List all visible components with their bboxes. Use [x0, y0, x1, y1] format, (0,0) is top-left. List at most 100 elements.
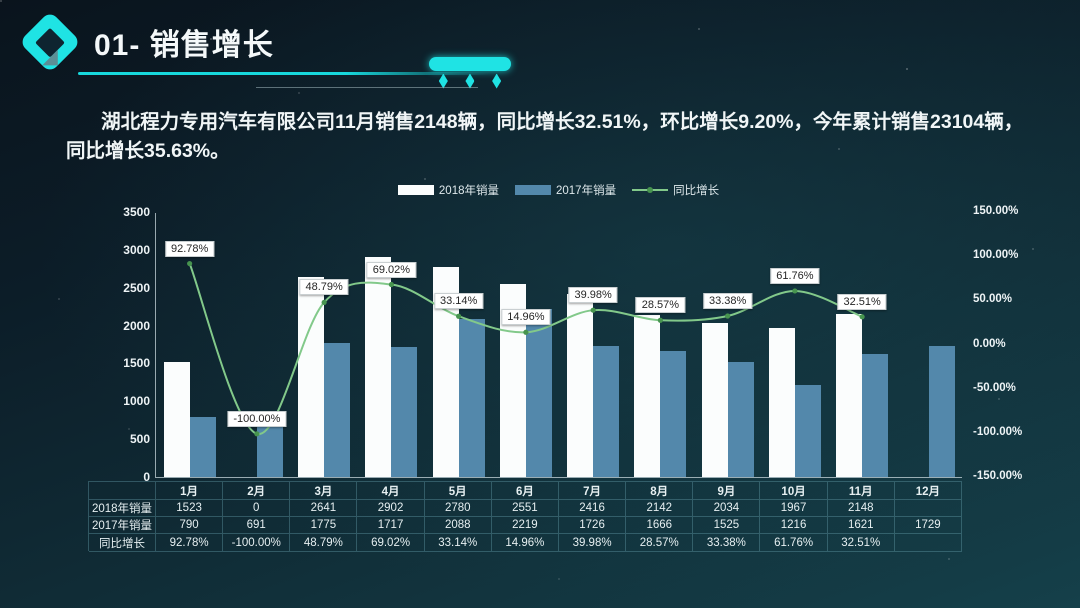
table-value-cell: 92.78%	[156, 534, 224, 552]
line-point-label: 33.38%	[702, 293, 753, 309]
bar-2017年销量-9月	[727, 361, 754, 477]
table-value-cell: 1967	[760, 500, 828, 517]
legend-label: 2017年销量	[556, 185, 617, 197]
table-value-cell: 2142	[626, 500, 694, 517]
bar-2018年销量-11月	[836, 314, 863, 477]
line-marker	[859, 314, 865, 320]
table-value-cell: 691	[223, 517, 291, 534]
secondary-y-axis-tick-label: -150.00%	[973, 470, 1023, 482]
diamond-icon	[438, 73, 448, 89]
table-row-label: 2017年销量	[89, 517, 156, 534]
table-value-cell: 69.02%	[357, 534, 425, 552]
bar-2017年销量-11月	[862, 354, 889, 477]
table-header-cell: 7月	[558, 482, 627, 500]
background-stars-decoration	[0, 0, 2, 2]
header-diamonds-decoration	[430, 73, 510, 89]
chart-legend: 2018年销量 2017年销量 同比增长	[155, 182, 962, 198]
table-header-cell: 9月	[693, 482, 761, 500]
line-marker	[254, 431, 260, 437]
table-value-cell: 1216	[760, 517, 828, 534]
table-header-cell: 3月	[290, 482, 358, 500]
bar-2017年销量-4月	[391, 347, 418, 477]
line-marker	[725, 313, 731, 319]
secondary-y-axis-tick-label: -50.00%	[973, 381, 1016, 394]
table-value-cell: 33.14%	[424, 534, 492, 552]
table-value-cell: 2088	[424, 517, 492, 534]
table-value-cell: 1726	[558, 517, 627, 534]
table-value-cell: 1666	[626, 517, 694, 534]
plot-area: 92.78% -100.00% 48.79% 69.02% 33.14% 14.96% 39…	[155, 213, 962, 478]
table-value-cell	[894, 534, 962, 552]
line-marker	[792, 288, 798, 294]
table-value-cell: 14.96%	[491, 534, 559, 552]
table-header-cell: 12月	[894, 482, 962, 500]
bar-2018年销量-4月	[365, 257, 392, 477]
table-value-cell	[894, 500, 962, 517]
bar-2017年销量-3月	[324, 342, 351, 477]
growth-line-chart	[187, 260, 865, 437]
table-row-label: 同比增长	[89, 534, 156, 552]
line-point-label: 28.57%	[635, 297, 686, 314]
line-point-label: 61.76%	[770, 267, 820, 284]
line-marker	[590, 307, 596, 313]
line-point-label: 39.98%	[568, 287, 618, 304]
table-value-cell: 2416	[558, 500, 627, 517]
header-pill-decoration	[429, 57, 511, 71]
y-axis-tick-label: 1500	[123, 356, 150, 371]
table-value-cell: 2148	[827, 500, 895, 517]
header-thin-line-decoration	[256, 87, 478, 88]
table-value-cell: 2902	[357, 500, 425, 517]
y-axis-tick-label: 2000	[123, 318, 150, 333]
y-axis-tick-label: 3000	[123, 242, 150, 257]
bar-2017年销量-10月	[794, 384, 821, 477]
bar-2017年销量-6月	[525, 309, 552, 477]
table-value-cell: 2034	[693, 500, 761, 517]
bar-2018年销量-10月	[768, 328, 795, 477]
line-point-label: 32.51%	[837, 293, 887, 310]
table-header-cell: 10月	[760, 482, 828, 500]
bar-2017年销量-8月	[660, 350, 687, 477]
bar-2018年销量-7月	[567, 294, 594, 477]
legend-label: 2018年销量	[438, 185, 499, 197]
table-value-cell: 48.79%	[290, 534, 358, 552]
table-value-cell: 32.51%	[827, 534, 895, 552]
line-point-label: 48.79%	[299, 279, 349, 296]
table-value-cell: 1523	[156, 500, 224, 517]
table-value-cell: 2219	[491, 517, 559, 534]
table-header-cell: 2月	[223, 482, 291, 500]
y-axis-tick-label: 500	[129, 432, 150, 447]
line-marker	[321, 299, 327, 306]
line-marker	[456, 313, 462, 319]
line-point-label: 33.14%	[433, 293, 484, 310]
table-value-cell: 1621	[827, 517, 895, 534]
table-value-cell: 28.57%	[626, 534, 694, 552]
legend-label: 同比增长	[673, 185, 720, 197]
table-value-cell: 1717	[357, 517, 425, 534]
table-header-cell: 11月	[827, 482, 895, 500]
line-point-label: 69.02%	[366, 261, 417, 278]
table-header-cell: 6月	[491, 482, 559, 500]
data-table: 1月 2月 3月 4月 5月 6月 7月 8月 9月 10月 11月 12月 2018年销量 1523 0 2…	[88, 481, 962, 552]
legend-item: 2018年销量	[397, 182, 499, 198]
table-value-cell: 39.98%	[558, 534, 627, 552]
y-axis-tick-label: 3500	[123, 205, 150, 219]
table-header-cell: 4月	[357, 482, 425, 500]
table-value-cell: 1775	[290, 517, 358, 534]
table-value-cell: 1729	[894, 517, 962, 534]
table-value-cell: 2551	[491, 500, 559, 517]
y-axis-tick-label: 0	[143, 470, 150, 484]
legend-bar-swatch	[397, 185, 434, 195]
table-value-cell: 33.38%	[693, 534, 761, 552]
table-row-label: 2018年销量	[89, 500, 156, 517]
diamond-icon	[465, 73, 475, 89]
y-axis-tick-label: 2500	[123, 280, 150, 295]
secondary-y-axis-tick-label: 150.00%	[973, 205, 1019, 217]
table-value-cell: -100.00%	[223, 534, 291, 552]
table-value-cell: 0	[223, 500, 291, 517]
bar-2017年销量-1月	[189, 417, 216, 477]
line-marker	[523, 329, 529, 335]
secondary-y-axis-tick-label: 50.00%	[973, 293, 1013, 306]
legend-item: 2017年销量	[515, 182, 616, 198]
company-logo-icon	[22, 14, 78, 70]
secondary-y-axis-tick-label: 0.00%	[973, 337, 1006, 350]
